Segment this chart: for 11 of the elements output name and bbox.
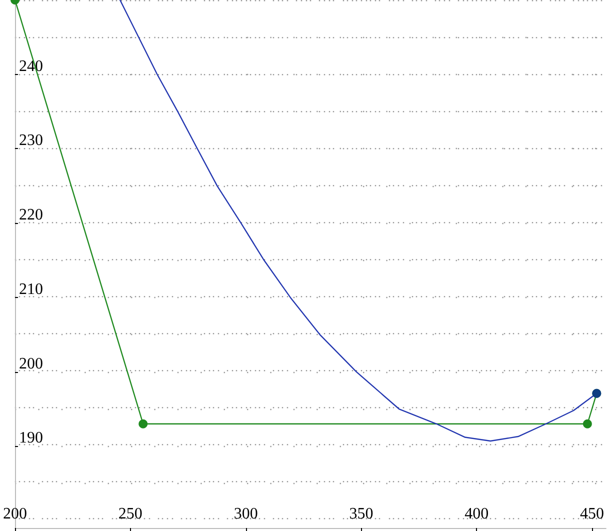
y-tick-label: 230: [19, 132, 43, 150]
y-tick-label: 190: [19, 430, 43, 447]
x-tick-label: 250: [118, 506, 142, 522]
y-tick-label: 200: [19, 355, 43, 372]
y-tick-label: 210: [19, 280, 43, 298]
y-tick-label: 220: [19, 206, 43, 224]
x-tick-label: 200: [3, 506, 27, 522]
x-tick-label: 400: [464, 506, 489, 522]
x-tick-label: 450: [580, 506, 604, 522]
x-tick-label: 350: [349, 506, 374, 522]
x-tick-label: 300: [234, 506, 258, 522]
